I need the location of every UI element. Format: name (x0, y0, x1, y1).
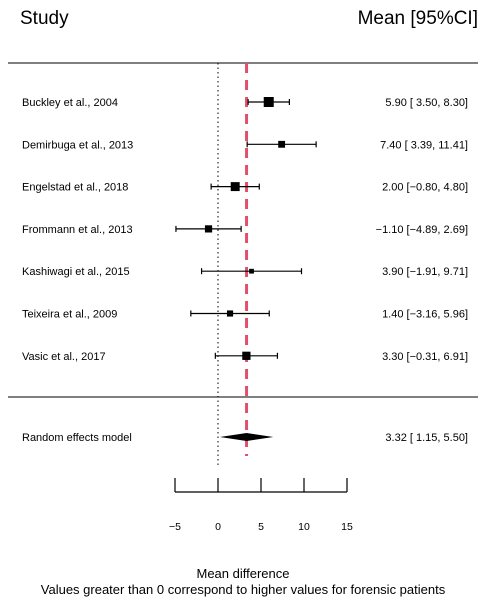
summary-ci-text: 3.32 [ 1.15, 5.50] (385, 432, 468, 444)
study-ci-text: 1.40 [−3.16, 5.96] (382, 309, 468, 321)
study-ci-text: 7.40 [ 3.39, 11.41] (380, 139, 468, 151)
study-label: Buckley et al., 2004 (22, 97, 118, 109)
summary-row: Random effects model 3.32 [ 1.15, 5.50] (22, 432, 468, 444)
point-estimate (263, 97, 274, 107)
study-row: Frommann et al., 2013 −1.10 [−4.89, 2.69] (22, 224, 468, 236)
x-tick-label: 10 (298, 521, 310, 533)
study-rows: Buckley et al., 2004 5.90 [ 3.50, 8.30] De… (22, 97, 468, 363)
study-row: Vasic et al., 2017 3.30 [−0.31, 6.91] (22, 351, 468, 363)
x-tick-label: 0 (215, 521, 221, 533)
study-label: Frommann et al., 2013 (22, 224, 133, 236)
point-estimate (226, 310, 234, 317)
study-label: Teixeira et al., 2009 (22, 309, 117, 321)
study-row: Teixeira et al., 2009 1.40 [−3.16, 5.96] (22, 309, 468, 321)
x-axis-title: Mean difference (197, 566, 290, 581)
study-ci-text: 2.00 [−0.80, 4.80] (382, 182, 468, 194)
summary-diamond (219, 433, 274, 441)
header-mean-ci: Mean [95%CI] (358, 8, 478, 29)
x-tick-label: 15 (341, 521, 353, 533)
summary-label: Random effects model (22, 432, 132, 444)
study-row: Buckley et al., 2004 5.90 [ 3.50, 8.30] (22, 97, 468, 109)
study-ci-text: 3.30 [−0.31, 6.91] (382, 351, 468, 363)
point-estimate (249, 268, 254, 274)
study-ci-text: 3.90 [−1.91, 9.71] (382, 266, 468, 278)
study-ci-text: 5.90 [ 3.50, 8.30] (385, 97, 468, 109)
study-row: Demirbuga et al., 2013 7.40 [ 3.39, 11.41… (22, 139, 468, 151)
study-label: Engelstad et al., 2018 (22, 182, 128, 194)
study-row: Engelstad et al., 2018 2.00 [−0.80, 4.80] (22, 182, 468, 194)
point-estimate (204, 225, 213, 233)
caption: Values greater than 0 correspond to high… (41, 582, 446, 597)
point-estimate (230, 182, 240, 192)
study-ci-text: −1.10 [−4.89, 2.69] (376, 224, 468, 236)
x-axis: −5 0 5 10 15 (169, 478, 353, 533)
x-tick-label: 5 (258, 521, 264, 533)
point-estimate (278, 140, 286, 148)
header-study: Study (20, 8, 69, 29)
point-estimate (242, 351, 251, 360)
study-label: Vasic et al., 2017 (22, 351, 106, 363)
study-label: Kashiwagi et al., 2015 (22, 266, 130, 278)
study-label: Demirbuga et al., 2013 (22, 139, 133, 151)
x-tick-label: −5 (169, 521, 181, 533)
study-row: Kashiwagi et al., 2015 3.90 [−1.91, 9.71] (22, 266, 468, 278)
